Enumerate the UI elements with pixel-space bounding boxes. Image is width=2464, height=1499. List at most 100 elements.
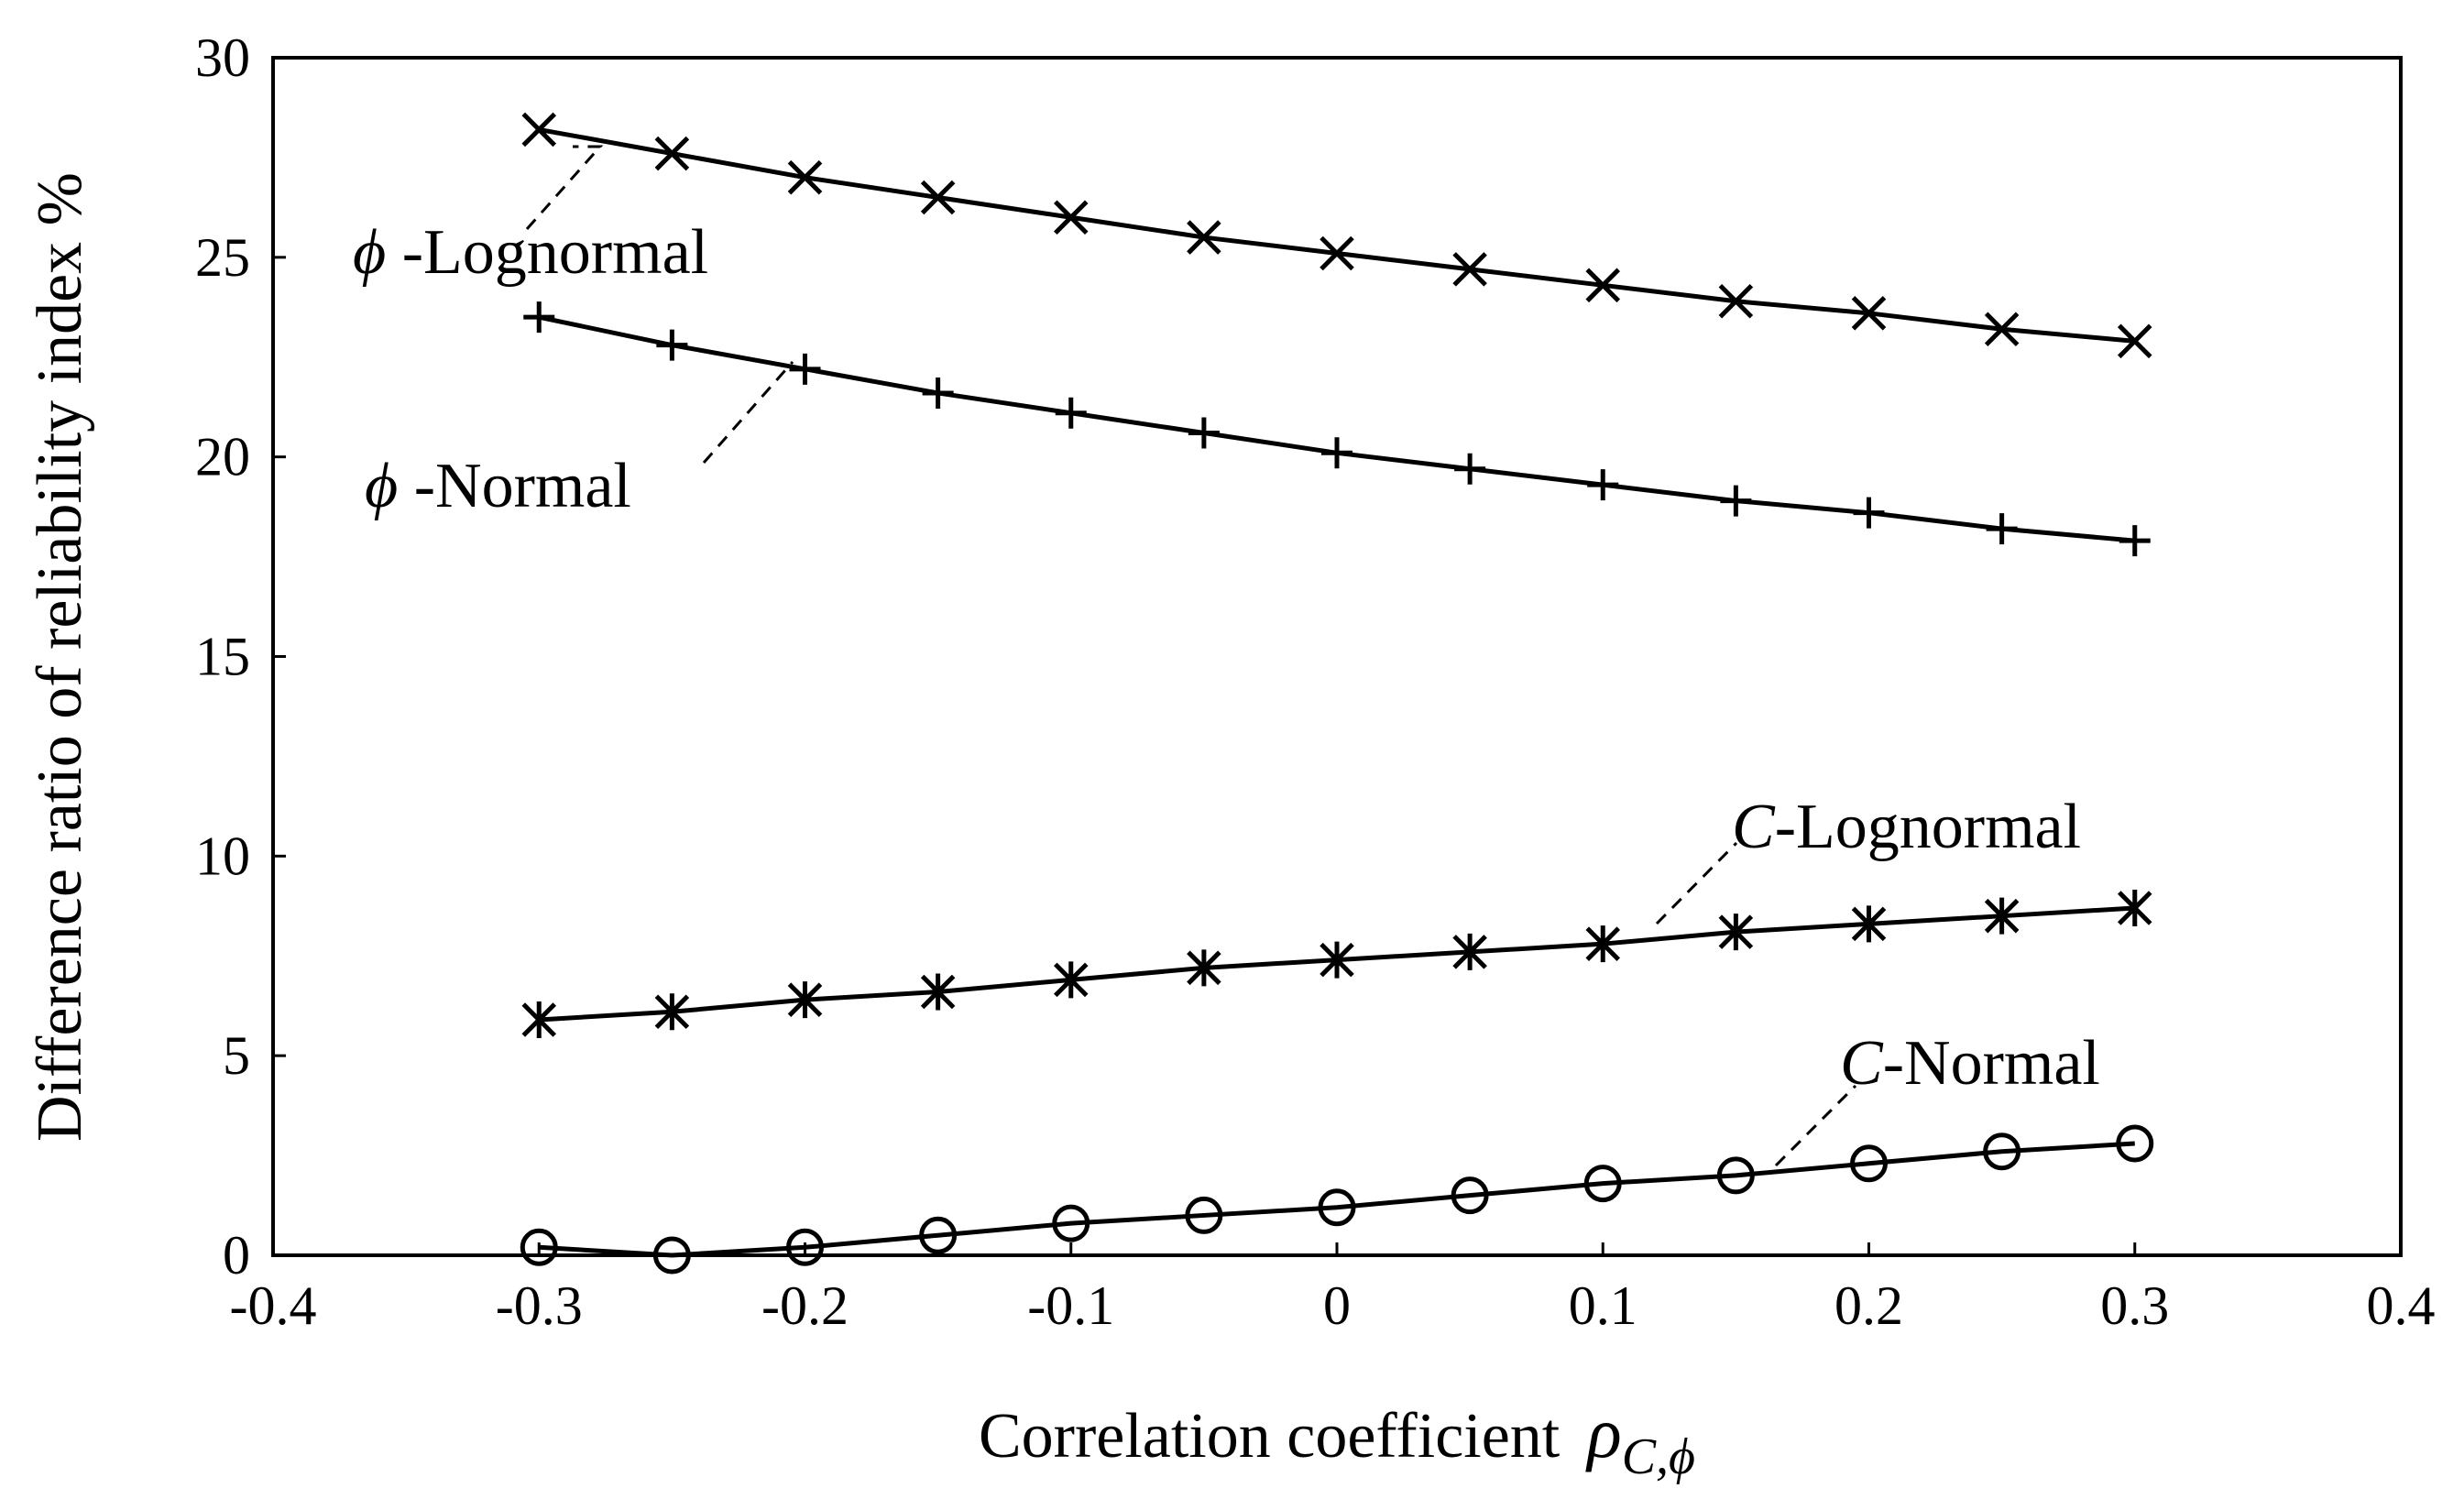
data-point — [786, 1228, 824, 1266]
plot-area — [271, 56, 2403, 1257]
data-point — [1983, 1132, 2021, 1171]
data-point — [2117, 323, 2152, 359]
x-tick-label: 0.2 — [1834, 1275, 1903, 1336]
data-point — [523, 301, 555, 334]
series-label-symbol: C — [1840, 1028, 1884, 1099]
data-point — [2116, 1124, 2154, 1163]
series-label-text: -Normal — [398, 451, 631, 521]
data-point — [1187, 949, 1221, 987]
series-label-symbol: ϕ — [365, 451, 398, 521]
y-tick-label: 0 — [223, 1225, 250, 1286]
data-point — [1716, 1156, 1755, 1195]
leader-line — [1774, 1084, 1857, 1167]
data-point — [1986, 513, 2018, 545]
x-tick-label: 0.4 — [2367, 1275, 2436, 1336]
x-axis-title: Correlation coefficient ρC,ϕ — [979, 1393, 1695, 1485]
data-point — [920, 180, 956, 215]
data-point — [1718, 283, 1754, 319]
series-ϕ-Lognormal — [521, 112, 2152, 359]
y-tick-label: 25 — [195, 227, 250, 288]
data-point — [1320, 235, 1354, 271]
data-point — [654, 993, 690, 1031]
x-axis-subscript: C,ϕ — [1622, 1428, 1695, 1485]
leader-line — [525, 145, 604, 230]
y-tick-label: 15 — [195, 627, 250, 687]
y-tick-label: 20 — [195, 427, 250, 487]
data-point — [656, 329, 688, 361]
data-point — [521, 1001, 557, 1038]
x-axis-symbol: ρ — [1585, 1393, 1621, 1472]
data-point — [1853, 497, 1885, 529]
data-point — [1452, 933, 1487, 970]
data-point — [1718, 914, 1754, 951]
data-point — [1187, 220, 1221, 255]
data-point — [2117, 889, 2152, 926]
data-point — [789, 353, 821, 385]
y-axis-ticks: 0 5 10 15 20 25 30 — [195, 27, 286, 1286]
series-label-text: -Lognormal — [1775, 792, 2081, 862]
series-label-c-lognormal: C-Lognormal — [1655, 792, 2081, 925]
data-point — [652, 1236, 691, 1275]
x-axis-ticks: -0.4 -0.3 -0.2 -0.1 0 0.1 0.2 0.3 0.4 — [230, 1242, 2436, 1336]
data-point — [1984, 312, 2020, 347]
data-point — [2119, 525, 2151, 557]
data-point — [654, 136, 690, 171]
series-label-text: -Lognormal — [386, 217, 708, 288]
y-axis-title: Difference ratio of reliability index % — [25, 172, 95, 1142]
data-point — [787, 981, 823, 1019]
y-tick-label: 30 — [195, 27, 250, 88]
data-point — [1318, 1188, 1356, 1227]
data-point — [1451, 1176, 1489, 1215]
series-layer — [520, 112, 2154, 1275]
data-point — [1454, 453, 1486, 485]
x-tick-label: -0.4 — [230, 1275, 317, 1336]
data-point — [1851, 296, 1887, 331]
data-point — [1585, 925, 1621, 963]
data-point — [1321, 437, 1352, 469]
svg-text:ϕ -Lognormal: ϕ -Lognormal — [353, 217, 708, 288]
series-label-phi-normal: ϕ -Normal — [365, 361, 794, 521]
series-label-text: -Normal — [1883, 1028, 2100, 1099]
data-point — [922, 377, 954, 409]
data-point — [919, 1216, 958, 1254]
series-C-Lognormal — [521, 889, 2152, 1038]
series-label-symbol: C — [1732, 792, 1776, 862]
data-point — [1984, 897, 2020, 935]
data-point — [1585, 268, 1621, 303]
leader-line — [702, 361, 794, 464]
data-point — [1850, 1144, 1888, 1183]
data-point — [1452, 252, 1487, 287]
series-label-symbol: ϕ — [353, 217, 386, 288]
y-tick-label: 5 — [223, 1025, 250, 1086]
data-point — [1053, 961, 1089, 999]
data-point — [1320, 941, 1354, 979]
data-point — [1587, 469, 1619, 501]
x-tick-label: -0.2 — [761, 1275, 849, 1336]
svg-text:C-Normal: C-Normal — [1840, 1028, 2100, 1099]
data-point — [1188, 417, 1220, 449]
x-tick-label: 0 — [1323, 1275, 1351, 1336]
series-ϕ-Normal — [523, 301, 2151, 557]
series-label-c-normal: C-Normal — [1774, 1028, 2100, 1167]
x-tick-label: -0.3 — [496, 1275, 583, 1336]
data-point — [1720, 485, 1752, 517]
x-axis-label: Correlation coefficient — [979, 1401, 1561, 1472]
data-point — [1053, 200, 1089, 235]
y-tick-label: 10 — [195, 826, 250, 886]
x-tick-label: 0.1 — [1569, 1275, 1637, 1336]
data-point — [1185, 1196, 1223, 1234]
data-point — [920, 973, 956, 1011]
data-point — [1055, 397, 1087, 429]
data-point — [520, 1228, 558, 1266]
data-point — [787, 159, 823, 195]
leader-line — [1655, 841, 1738, 925]
data-point — [521, 112, 557, 148]
data-point — [1052, 1204, 1090, 1242]
svg-text:ϕ -Normal: ϕ -Normal — [365, 451, 631, 521]
x-tick-label: -0.1 — [1027, 1275, 1114, 1336]
data-point — [1583, 1165, 1622, 1203]
series-label-phi-lognormal: ϕ -Lognormal — [353, 145, 708, 288]
svg-text:C-Lognormal: C-Lognormal — [1732, 792, 2081, 862]
data-point — [1851, 905, 1887, 943]
